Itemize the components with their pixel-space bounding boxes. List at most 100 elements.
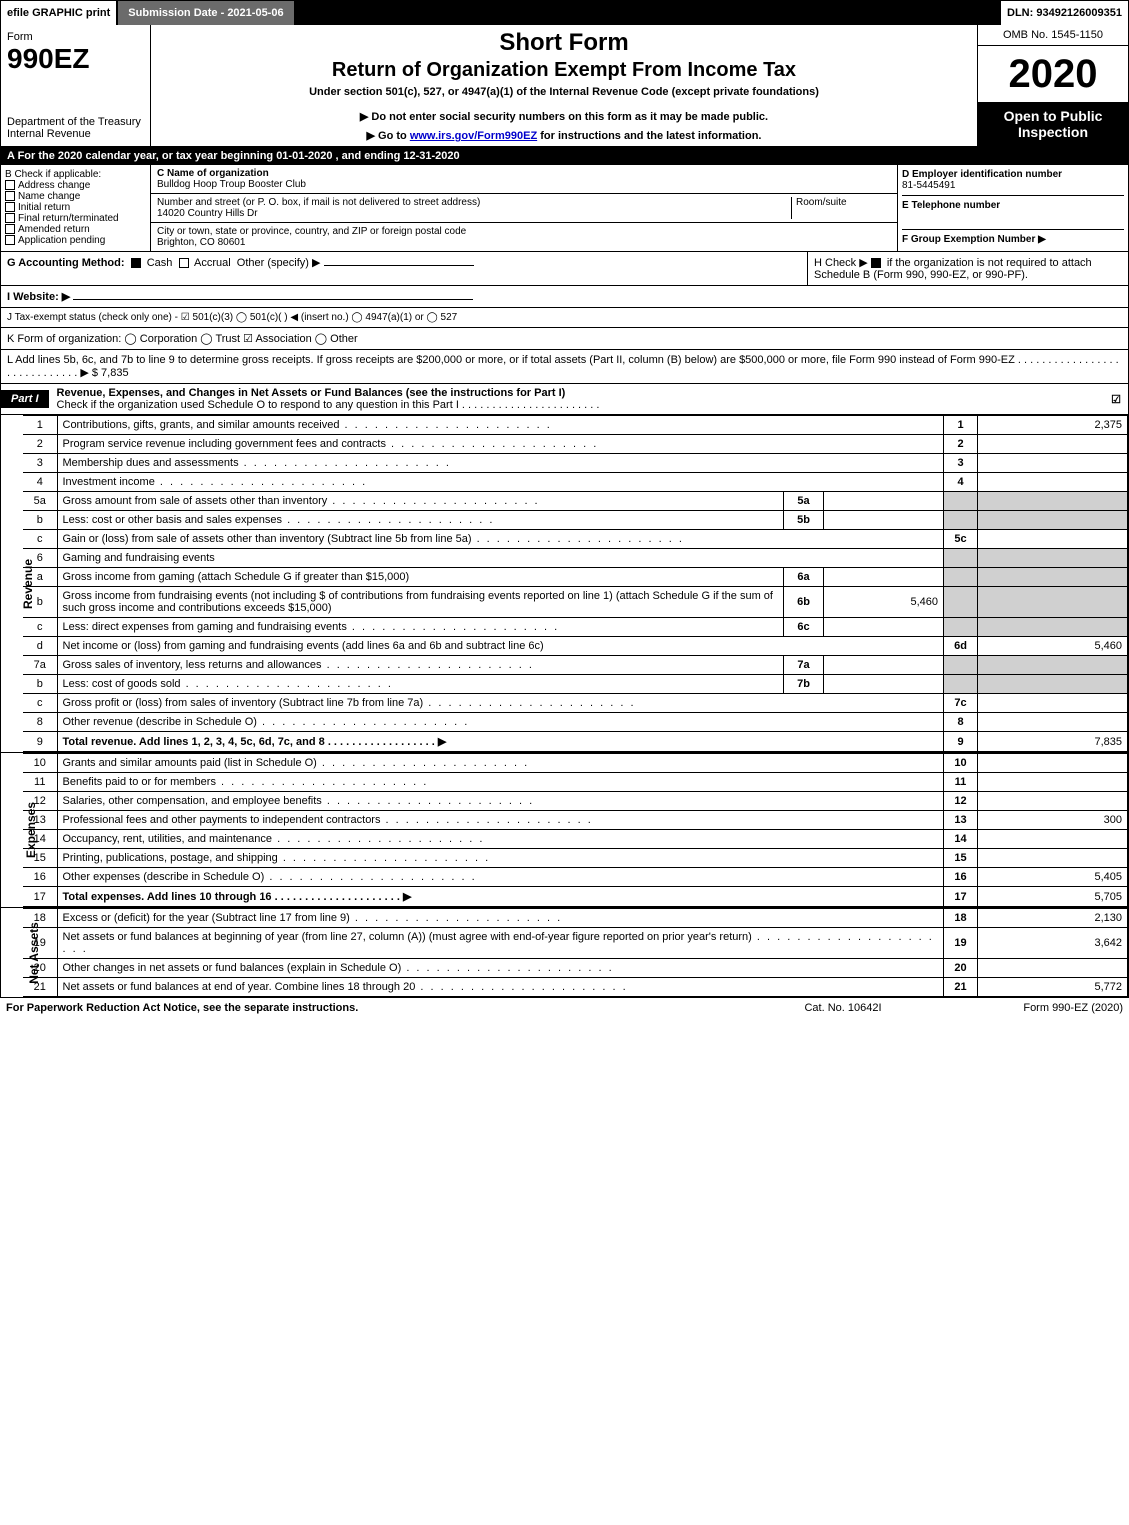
netassets-table: 18Excess or (deficit) for the year (Subt… [23, 908, 1128, 997]
footer-left: For Paperwork Reduction Act Notice, see … [6, 1002, 743, 1014]
box-b-label: B Check if applicable: [5, 169, 146, 180]
line-5c: cGain or (loss) from sale of assets othe… [23, 530, 1128, 549]
g-accrual: Accrual [194, 257, 231, 269]
revenue-sidelabel: Revenue [1, 415, 23, 752]
line-l: L Add lines 5b, 6c, and 7b to line 9 to … [1, 350, 1128, 384]
addr-label: Number and street (or P. O. box, if mail… [157, 197, 480, 208]
line-12: 12Salaries, other compensation, and empl… [23, 792, 1128, 811]
line-i: I Website: ▶ [1, 286, 1128, 308]
form-label: Form [7, 31, 144, 43]
goto-post: for instructions and the latest informat… [540, 130, 761, 142]
f-label: F Group Exemption Number ▶ [902, 229, 1124, 245]
city-label: City or town, state or province, country… [157, 226, 466, 237]
line-17: 17Total expenses. Add lines 10 through 1… [23, 887, 1128, 907]
header-right: OMB No. 1545-1150 2020 Open to Public In… [978, 25, 1128, 146]
line-7b: bLess: cost of goods sold7b [23, 675, 1128, 694]
submission-date: Submission Date - 2021-05-06 [118, 1, 295, 25]
part1-checkmark: ☑ [1104, 393, 1128, 406]
chk-amended[interactable]: Amended return [5, 224, 146, 235]
chk-initial[interactable]: Initial return [5, 202, 146, 213]
irs-link[interactable]: www.irs.gov/Form990EZ [410, 130, 537, 142]
l-val: $ 7,835 [92, 367, 129, 379]
g-accrual-chk[interactable] [179, 258, 189, 268]
efile-link[interactable]: efile GRAPHIC print [1, 1, 118, 25]
line-h: H Check ▶ if the organization is not req… [808, 252, 1128, 285]
expenses-table: 10Grants and similar amounts paid (list … [23, 753, 1128, 907]
form-header: Form 990EZ Department of the Treasury In… [1, 25, 1128, 147]
line-8: 8Other revenue (describe in Schedule O)8 [23, 713, 1128, 732]
box-def: D Employer identification number 81-5445… [898, 165, 1128, 251]
goto-line: ▶ Go to www.irs.gov/Form990EZ for instru… [161, 129, 967, 142]
top-bar: efile GRAPHIC print Submission Date - 20… [1, 1, 1128, 25]
netassets-sidelabel: Net Assets [1, 908, 23, 997]
line-6: 6Gaming and fundraising events [23, 549, 1128, 568]
line-20: 20Other changes in net assets or fund ba… [23, 959, 1128, 978]
footer-right: Form 990-EZ (2020) [943, 1002, 1123, 1014]
gh-row: G Accounting Method: Cash Accrual Other … [1, 252, 1128, 286]
line-5a: 5aGross amount from sale of assets other… [23, 492, 1128, 511]
line-6d: dNet income or (loss) from gaming and fu… [23, 637, 1128, 656]
g-other: Other (specify) ▶ [237, 257, 321, 269]
h-check[interactable] [871, 258, 881, 268]
line-g: G Accounting Method: Cash Accrual Other … [1, 252, 808, 285]
org-city: Brighton, CO 80601 [157, 237, 245, 248]
line-j: J Tax-exempt status (check only one) - ☑… [1, 308, 1128, 328]
footer-center: Cat. No. 10642I [743, 1002, 943, 1014]
org-addr-row: Number and street (or P. O. box, if mail… [151, 194, 897, 223]
line-6c: cLess: direct expenses from gaming and f… [23, 618, 1128, 637]
l-text: L Add lines 5b, 6c, and 7b to line 9 to … [7, 354, 1119, 379]
dept-irs: Internal Revenue [7, 128, 144, 140]
c-name-label: C Name of organization [157, 168, 269, 179]
line-19: 19Net assets or fund balances at beginni… [23, 928, 1128, 959]
line-15: 15Printing, publications, postage, and s… [23, 849, 1128, 868]
chk-pending[interactable]: Application pending [5, 235, 146, 246]
line-6b: bGross income from fundraising events (n… [23, 587, 1128, 618]
line-21: 21Net assets or fund balances at end of … [23, 978, 1128, 997]
subtitle: Under section 501(c), 527, or 4947(a)(1)… [161, 86, 967, 98]
line-9: 9Total revenue. Add lines 1, 2, 3, 4, 5c… [23, 732, 1128, 752]
tax-year: 2020 [978, 46, 1128, 102]
header-left: Form 990EZ Department of the Treasury In… [1, 25, 151, 146]
chk-address[interactable]: Address change [5, 180, 146, 191]
chk-name[interactable]: Name change [5, 191, 146, 202]
page-footer: For Paperwork Reduction Act Notice, see … [0, 998, 1129, 1018]
chk-final[interactable]: Final return/terminated [5, 213, 146, 224]
box-c: C Name of organization Bulldog Hoop Trou… [151, 165, 898, 251]
line-10: 10Grants and similar amounts paid (list … [23, 754, 1128, 773]
g-cash: Cash [147, 257, 173, 269]
part1-header: Part I Revenue, Expenses, and Changes in… [1, 384, 1128, 415]
part1-title: Revenue, Expenses, and Changes in Net As… [57, 384, 1104, 414]
line-18: 18Excess or (deficit) for the year (Subt… [23, 909, 1128, 928]
form-number: 990EZ [7, 43, 144, 75]
line-1: 1Contributions, gifts, grants, and simil… [23, 416, 1128, 435]
line-4: 4Investment income4 [23, 473, 1128, 492]
title-return: Return of Organization Exempt From Incom… [161, 59, 967, 82]
revenue-table: 1Contributions, gifts, grants, and simil… [23, 415, 1128, 752]
expenses-section: Expenses 10Grants and similar amounts pa… [1, 753, 1128, 908]
topbar-spacer [296, 1, 1001, 25]
ein: 81-5445491 [902, 180, 1124, 191]
dept-treasury: Department of the Treasury [7, 116, 144, 128]
ssn-warning: ▶ Do not enter social security numbers o… [161, 110, 967, 123]
line-k: K Form of organization: ◯ Corporation ◯ … [1, 328, 1128, 350]
g-label: G Accounting Method: [7, 257, 125, 269]
line-13: 13Professional fees and other payments t… [23, 811, 1128, 830]
line-11: 11Benefits paid to or for members11 [23, 773, 1128, 792]
g-cash-chk[interactable] [131, 258, 141, 268]
title-short-form: Short Form [161, 29, 967, 57]
netassets-section: Net Assets 18Excess or (deficit) for the… [1, 908, 1128, 997]
d-label: D Employer identification number [902, 169, 1124, 180]
goto-pre: ▶ Go to [367, 130, 410, 142]
line-5b: bLess: cost or other basis and sales exp… [23, 511, 1128, 530]
h-pre: H Check ▶ [814, 257, 871, 269]
i-label: I Website: ▶ [7, 291, 70, 303]
line-7a: 7aGross sales of inventory, less returns… [23, 656, 1128, 675]
org-city-row: City or town, state or province, country… [151, 223, 897, 251]
omb-number: OMB No. 1545-1150 [978, 25, 1128, 46]
org-name: Bulldog Hoop Troup Booster Club [157, 179, 306, 190]
line-14: 14Occupancy, rent, utilities, and mainte… [23, 830, 1128, 849]
form-990ez: efile GRAPHIC print Submission Date - 20… [0, 0, 1129, 998]
box-b: B Check if applicable: Address change Na… [1, 165, 151, 251]
e-label: E Telephone number [902, 195, 1124, 211]
expenses-sidelabel: Expenses [1, 753, 23, 907]
